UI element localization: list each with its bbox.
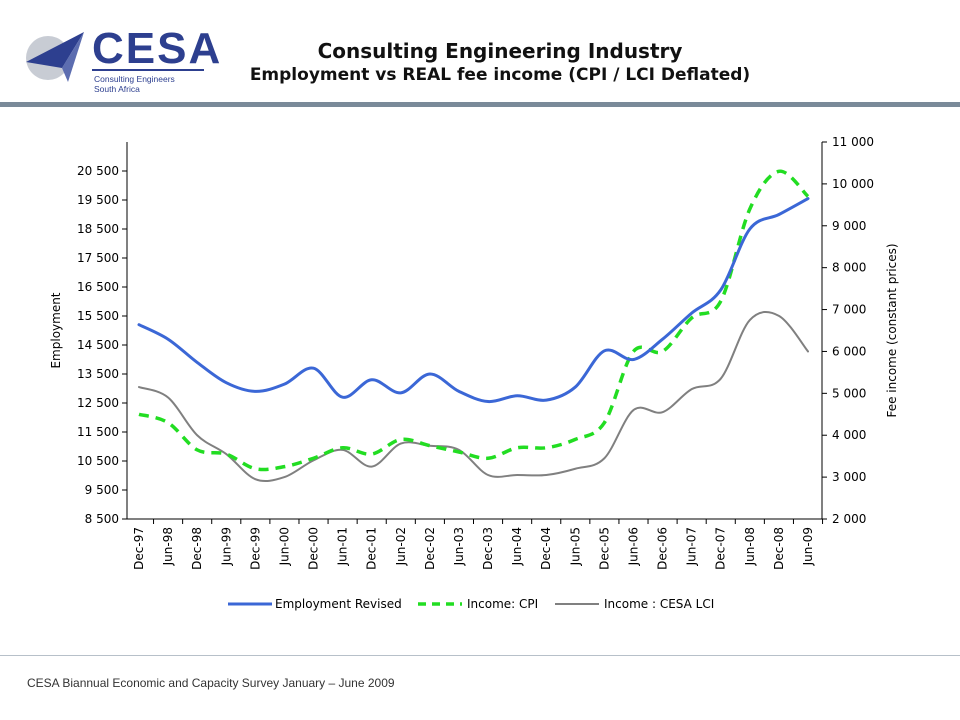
right-tick-label: 5 000 (832, 386, 866, 400)
right-tick-label: 2 000 (832, 512, 866, 526)
left-tick-label: 19 500 (77, 193, 119, 207)
x-tick-label: Dec-02 (423, 527, 437, 570)
logo-subtext: Consulting Engineers South Africa (94, 74, 175, 94)
right-tick-label: 3 000 (832, 470, 866, 484)
series-line-income-cesa-lci (138, 311, 809, 483)
left-tick-label: 15 500 (77, 309, 119, 323)
series-line-income-cpi (138, 169, 810, 472)
series-line-employment-revised (137, 197, 810, 404)
x-tick-label: Dec-03 (481, 527, 495, 570)
footer-text: CESA Biannual Economic and Capacity Surv… (27, 676, 395, 690)
header-rule (0, 102, 960, 107)
cesa-logo: CESA Consulting Engineers South Africa (22, 24, 220, 94)
x-tick-label: Dec-98 (190, 527, 204, 570)
left-tick-label: 11 500 (77, 425, 119, 439)
x-tick-label: Jun-07 (685, 527, 699, 566)
right-tick-label: 7 000 (832, 303, 866, 317)
legend-item: Income: CPI (418, 597, 538, 611)
x-tick-label: Jun-03 (452, 527, 466, 566)
left-tick-label: 20 500 (77, 164, 119, 178)
y-axis-title: Employment (49, 292, 63, 368)
left-tick-label: 12 500 (77, 396, 119, 410)
logo-divider (92, 69, 204, 71)
chart-axes: 8 500 9 500 10 500 11 500 12 500 13 500 14 500… (49, 135, 899, 570)
logo-emblem-icon (26, 32, 84, 82)
slide-title-block: Consulting Engineering Industry Employme… (200, 38, 800, 86)
x-tick-label: Dec-06 (656, 527, 670, 570)
left-tick-label: 9 500 (85, 483, 119, 497)
x-tick-label: Dec-04 (539, 527, 553, 570)
employment-income-chart: 8 500 9 500 10 500 11 500 12 500 13 500 14 500… (49, 135, 899, 611)
legend-item: Employment Revised (228, 597, 402, 611)
x-tick-label: Jun-98 (161, 527, 175, 566)
footer-rule (0, 655, 960, 656)
page-subtitle: Employment vs REAL fee income (CPI / LCI… (249, 65, 751, 85)
legend-label: Income : CESA LCI (604, 597, 714, 611)
x-tick-label: Jun-99 (219, 527, 233, 566)
x-tick-label: Jun-06 (626, 527, 640, 566)
right-tick-label: 4 000 (832, 428, 866, 442)
x-tick-label: Dec-08 (772, 527, 786, 570)
right-tick-label: 8 000 (832, 261, 866, 275)
x-tick-label: Jun-09 (801, 527, 815, 566)
x-tick-label: Dec-07 (714, 527, 728, 570)
left-tick-label: 10 500 (77, 454, 119, 468)
left-tick-label: 14 500 (77, 338, 119, 352)
chart-series (137, 169, 810, 483)
x-tick-label: Dec-97 (132, 527, 146, 570)
left-tick-label: 8 500 (85, 512, 119, 526)
x-tick-label: Jun-04 (510, 527, 524, 566)
right-tick-label: 11 000 (832, 135, 874, 149)
left-tick-label: 17 500 (77, 251, 119, 265)
x-tick-label: Dec-99 (248, 527, 262, 570)
x-tick-label: Jun-08 (743, 527, 757, 566)
left-tick-label: 16 500 (77, 280, 119, 294)
logo-text: CESA (92, 24, 223, 73)
legend-label: Income: CPI (467, 597, 538, 611)
x-tick-label: Jun-00 (277, 527, 291, 566)
x-tick-label: Jun-01 (336, 527, 350, 566)
right-tick-label: 6 000 (832, 344, 866, 358)
x-tick-label: Jun-05 (568, 527, 582, 566)
right-tick-label: 10 000 (832, 177, 874, 191)
x-tick-label: Dec-01 (365, 527, 379, 570)
legend-item: Income : CESA LCI (555, 597, 714, 611)
right-tick-label: 9 000 (832, 219, 866, 233)
page-title: Consulting Engineering Industry (317, 39, 683, 63)
left-tick-label: 13 500 (77, 367, 119, 381)
x-tick-label: Dec-05 (597, 527, 611, 570)
x-tick-label: Dec-00 (307, 527, 321, 570)
x-tick-label: Jun-02 (394, 527, 408, 566)
y2-axis-title: Fee income (constant prices) (885, 243, 899, 417)
chart-legend: Employment Revised Income: CPI Income : CE… (228, 597, 714, 611)
left-tick-label: 18 500 (77, 222, 119, 236)
legend-label: Employment Revised (275, 597, 402, 611)
